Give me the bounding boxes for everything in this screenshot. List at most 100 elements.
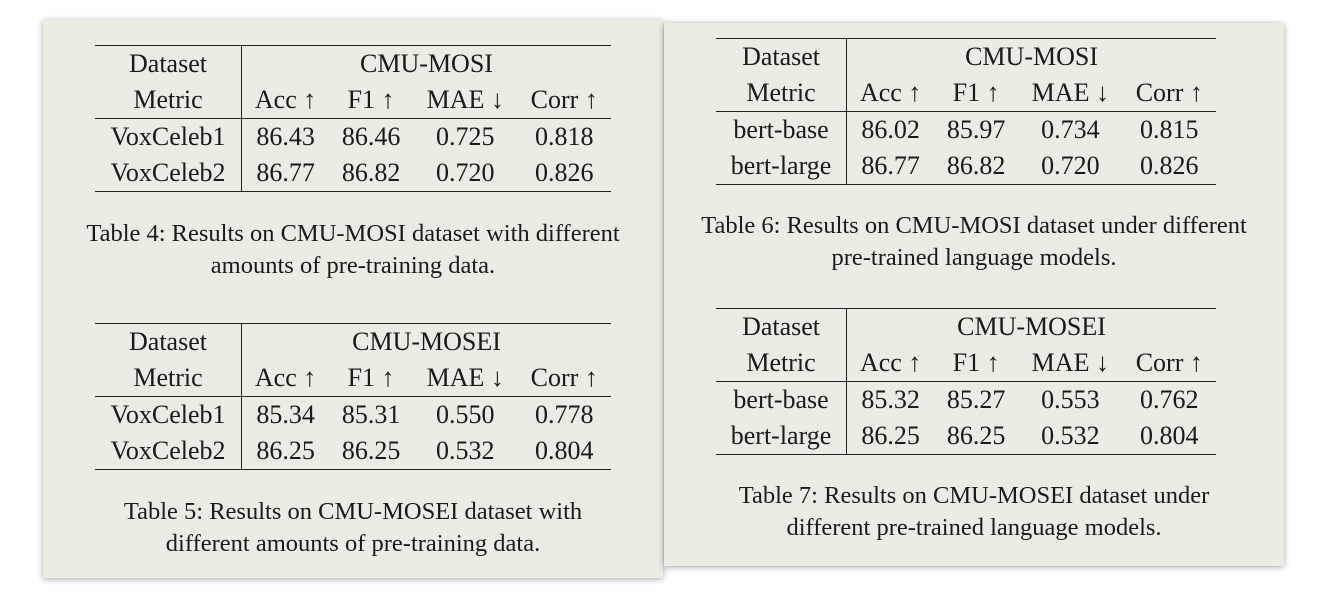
table-cell: 85.97 (934, 111, 1019, 148)
table-cell: 86.25 (241, 433, 330, 470)
table-cell: 85.32 (846, 381, 935, 418)
table-cell: 86.46 (329, 118, 414, 155)
table-cell: 0.815 (1122, 111, 1216, 148)
metric-header: Acc ↑ (859, 348, 922, 377)
row-label: VoxCeleb2 (95, 433, 243, 470)
table-caption: Table 6: Results on CMU-MOSI dataset und… (664, 210, 1284, 274)
metric-header: F1 ↑ (347, 85, 395, 114)
right-panel: Dataset CMU-MOSI Metric Acc ↑ F1 ↑ MAE ↓… (664, 23, 1284, 566)
results-table-6: Dataset CMU-MOSI Metric Acc ↑ F1 ↑ MAE ↓… (716, 38, 1216, 185)
table-cell: 0.550 (413, 396, 518, 433)
table-cell: 86.82 (329, 155, 414, 192)
metric-header: Acc ↑ (254, 363, 317, 392)
table-row: VoxCeleb2 86.25 86.25 0.532 0.804 (95, 433, 611, 470)
header-cell: Dataset (716, 38, 848, 75)
table-cell: 0.553 (1018, 381, 1123, 418)
table-cell: 86.77 (241, 155, 330, 192)
caption-line: Table 4: Results on CMU-MOSI dataset wit… (86, 220, 620, 247)
row-label: bert-large (716, 148, 848, 185)
table-cell: 86.25 (329, 433, 414, 470)
table-header-row: Metric Acc ↑ F1 ↑ MAE ↓ Corr ↑ (95, 360, 611, 397)
table-row: VoxCeleb1 86.43 86.46 0.725 0.818 (95, 118, 611, 155)
table-cell: 0.804 (517, 433, 611, 470)
table-caption: Table 4: Results on CMU-MOSI dataset wit… (43, 218, 663, 282)
group-header: CMU-MOSI (846, 38, 1216, 75)
table-cell: 0.720 (413, 155, 518, 192)
table-row: bert-base 86.02 85.97 0.734 0.815 (716, 111, 1216, 148)
row-label: bert-base (716, 111, 848, 148)
results-table-5: Dataset CMU-MOSEI Metric Acc ↑ F1 ↑ MAE … (95, 323, 611, 470)
table-cell: 85.31 (329, 396, 414, 433)
left-panel: Dataset CMU-MOSI Metric Acc ↑ F1 ↑ MAE ↓… (43, 20, 663, 578)
caption-line: amounts of pre-training data. (210, 252, 496, 279)
table-header-row: Dataset CMU-MOSEI (716, 308, 1216, 345)
metric-header: MAE ↓ (426, 363, 504, 392)
metric-header: Acc ↑ (859, 78, 922, 107)
metric-header: MAE ↓ (426, 85, 504, 114)
table-row: VoxCeleb2 86.77 86.82 0.720 0.826 (95, 155, 611, 192)
header-cell: Metric (95, 360, 243, 397)
table-caption: Table 7: Results on CMU-MOSEI dataset un… (664, 480, 1284, 544)
table-cell: 0.720 (1018, 148, 1123, 185)
table-cell: 0.532 (413, 433, 518, 470)
table-row: bert-base 85.32 85.27 0.553 0.762 (716, 381, 1216, 418)
results-table-4: Dataset CMU-MOSI Metric Acc ↑ F1 ↑ MAE ↓… (95, 45, 611, 192)
table-cell: 0.725 (413, 118, 518, 155)
caption-line: different amounts of pre-training data. (165, 530, 541, 557)
table-header-row: Dataset CMU-MOSI (716, 38, 1216, 75)
metric-header: MAE ↓ (1031, 78, 1109, 107)
table-cell: 86.25 (846, 418, 935, 455)
metric-header: Corr ↑ (530, 85, 598, 114)
group-header: CMU-MOSI (241, 45, 611, 82)
header-cell: Dataset (716, 308, 848, 345)
metric-header: Acc ↑ (254, 85, 317, 114)
results-table-7: Dataset CMU-MOSEI Metric Acc ↑ F1 ↑ MAE … (716, 308, 1216, 455)
metric-header: F1 ↑ (952, 348, 1000, 377)
table-cell: 86.25 (934, 418, 1019, 455)
row-label: VoxCeleb1 (95, 118, 243, 155)
table-row: bert-large 86.25 86.25 0.532 0.804 (716, 418, 1216, 455)
caption-line: Table 5: Results on CMU-MOSEI dataset wi… (123, 498, 583, 525)
caption-line: Table 6: Results on CMU-MOSI dataset und… (701, 212, 1247, 239)
header-cell: Dataset (95, 323, 243, 360)
group-header: CMU-MOSEI (241, 323, 611, 360)
metric-header: Corr ↑ (1135, 78, 1203, 107)
row-label: VoxCeleb2 (95, 155, 243, 192)
table-caption: Table 5: Results on CMU-MOSEI dataset wi… (43, 496, 663, 560)
table-cell: 0.826 (1122, 148, 1216, 185)
table-cell: 0.826 (517, 155, 611, 192)
table-cell: 0.532 (1018, 418, 1123, 455)
table-header-row: Metric Acc ↑ F1 ↑ MAE ↓ Corr ↑ (716, 75, 1216, 112)
table-cell: 0.778 (517, 396, 611, 433)
table-cell: 0.804 (1122, 418, 1216, 455)
row-label: VoxCeleb1 (95, 396, 243, 433)
table-row: VoxCeleb1 85.34 85.31 0.550 0.778 (95, 396, 611, 433)
table-cell: 86.82 (934, 148, 1019, 185)
metric-header: Corr ↑ (1135, 348, 1203, 377)
header-cell: Metric (95, 82, 243, 119)
table-header-row: Dataset CMU-MOSEI (95, 323, 611, 360)
table-header-row: Dataset CMU-MOSI (95, 45, 611, 82)
table-cell: 0.818 (517, 118, 611, 155)
table-cell: 86.43 (241, 118, 330, 155)
group-header: CMU-MOSEI (846, 308, 1216, 345)
table-header-row: Metric Acc ↑ F1 ↑ MAE ↓ Corr ↑ (716, 345, 1216, 382)
metric-header: MAE ↓ (1031, 348, 1109, 377)
row-label: bert-base (716, 381, 848, 418)
caption-line: different pre-trained language models. (786, 514, 1162, 541)
table-cell: 0.762 (1122, 381, 1216, 418)
metric-header: F1 ↑ (347, 363, 395, 392)
row-label: bert-large (716, 418, 848, 455)
header-cell: Metric (716, 75, 848, 112)
header-cell: Metric (716, 345, 848, 382)
header-cell: Dataset (95, 45, 243, 82)
table-cell: 0.734 (1018, 111, 1123, 148)
table-cell: 85.27 (934, 381, 1019, 418)
table-row: bert-large 86.77 86.82 0.720 0.826 (716, 148, 1216, 185)
table-cell: 86.77 (846, 148, 935, 185)
caption-line: Table 7: Results on CMU-MOSEI dataset un… (738, 482, 1210, 509)
metric-header: Corr ↑ (530, 363, 598, 392)
table-header-row: Metric Acc ↑ F1 ↑ MAE ↓ Corr ↑ (95, 82, 611, 119)
table-cell: 85.34 (241, 396, 330, 433)
caption-line: pre-trained language models. (831, 244, 1117, 271)
